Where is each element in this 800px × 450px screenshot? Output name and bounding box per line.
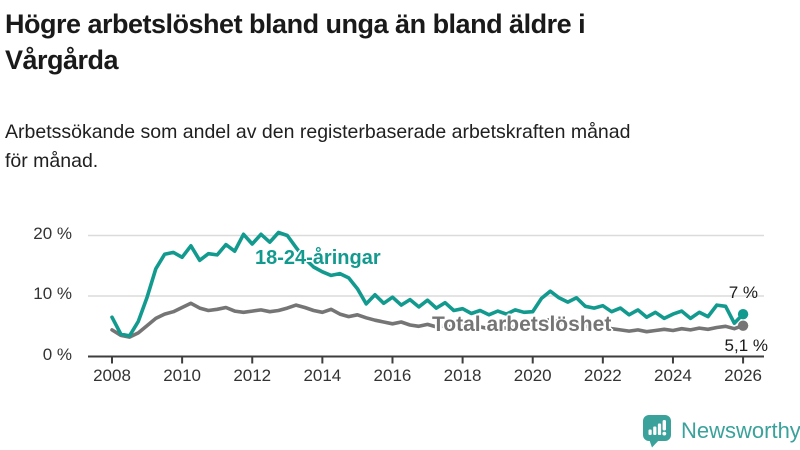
y-axis-tick-label: 0 %	[42, 344, 72, 364]
newsworthy-logo-icon	[643, 415, 671, 448]
title-line-1: Högre arbetslöshet bland unga än bland ä…	[5, 9, 586, 39]
title-line-2: Vårgårda	[5, 45, 119, 75]
x-axis-tick-label: 2014	[303, 366, 342, 385]
series-label-18-24: 18-24-åringar	[255, 247, 381, 269]
end-value-label-18-24: 7 %	[728, 283, 758, 302]
x-axis-tick-label: 2026	[724, 366, 762, 385]
chart-subtitle: Arbetssökande som andel av den registerb…	[5, 118, 795, 176]
x-axis-tick-label: 2020	[513, 366, 552, 385]
x-axis-tick-label: 2010	[163, 366, 202, 385]
x-axis-tick-label: 2008	[93, 366, 131, 385]
x-axis-tick-label: 2012	[233, 366, 272, 385]
x-axis-tick-label: 2018	[443, 366, 482, 385]
subtitle-line-1: Arbetssökande som andel av den registerb…	[5, 121, 631, 143]
brand-footer: Newsworthy	[642, 414, 800, 448]
subtitle-line-2: för månad.	[5, 150, 99, 172]
brand-name: Newsworthy	[681, 418, 800, 443]
series-label-total: Total arbetslöshet	[432, 313, 612, 336]
x-axis-tick-label: 2016	[373, 366, 412, 385]
x-axis-tick-label: 2024	[654, 366, 692, 385]
end-value-label-total: 5,1 %	[724, 336, 768, 355]
y-axis-tick-label: 10 %	[33, 284, 72, 303]
y-axis-tick-label: 20 %	[33, 223, 72, 243]
x-axis-tick-label: 2022	[583, 366, 622, 385]
page-title: Högre arbetslöshet bland unga än bland ä…	[5, 6, 795, 78]
